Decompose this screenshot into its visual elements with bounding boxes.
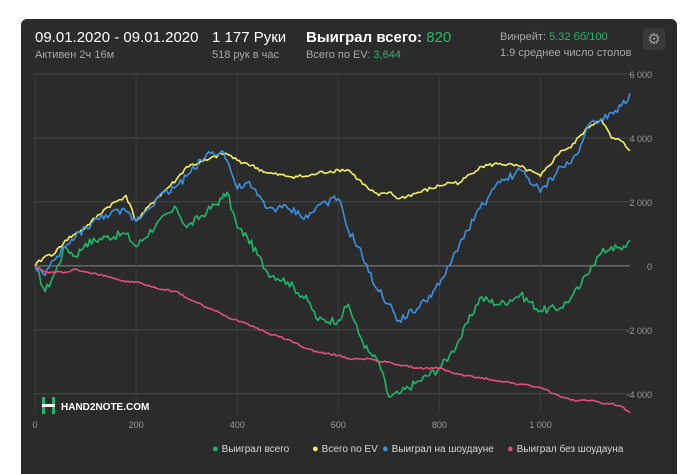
logo-bar-mid [42,404,55,407]
winrate-label: Винрейт: [500,31,547,43]
series-showdown-line [34,92,631,324]
hands-count: 1 177 Руки [212,29,287,46]
x-tick-label: 1 000 [529,420,552,429]
avg-tables: 1.9 среднее число столов [500,47,632,59]
date-block: 09.01.2020 - 09.01.2020 Активен 2ч 16м [35,29,198,61]
won-total-label: Выиграл всего: [306,29,423,46]
y-tick-label: 2 000 [629,198,652,208]
x-tick-label: 800 [432,420,447,429]
y-tick-label: 4 000 [629,134,652,144]
won-block: Выиграл всего: 820 Всего по EV: 3,644 [306,29,451,61]
winrate-value: 5.32 бб/100 [549,31,608,43]
won-total-value: 820 [426,29,452,46]
legend-item-won-total[interactable]: ● Выиграл всего [212,443,289,455]
line-chart: -4 000 -2 000 0 2 000 4 000 6 000 0 200 400 600 8… [32,70,652,429]
winrate-block: Винрейт: 5.32 бб/100 1.9 среднее число с… [500,31,632,59]
settings-gear-icon[interactable]: ⚙ [643,28,665,50]
graph-panel: 09.01.2020 - 09.01.2020 Активен 2ч 16м 1… [21,19,677,474]
legend-label-won-total: Выиграл всего [221,444,290,455]
x-tick-label: 600 [331,420,346,429]
active-time: Активен 2ч 16м [35,49,115,61]
series-won-total-line [34,191,631,398]
y-tick-label: -4 000 [626,390,652,400]
hand2note-logo: HAND2NOTE.COM [42,397,149,414]
series-non-showdown-line [34,265,631,414]
legend-label-ev: Всего по EV [321,444,378,455]
ev-total-value: 3,644 [373,49,401,61]
x-tick-label: 200 [129,420,144,429]
legend-dot-won-total: ● [212,443,219,455]
y-tick-label: 6 000 [629,70,652,80]
watermark-text: HAND2NOTE.COM [61,402,149,413]
legend-label-non-showdown: Выиграл без шоудауна [516,444,624,455]
x-tick-label: 0 [32,420,37,429]
legend-item-non-showdown[interactable]: ● Выиграл без шоудауна [507,443,623,455]
legend-dot-ev: ● [312,443,319,455]
date-range: 09.01.2020 - 09.01.2020 [35,29,199,46]
ev-total-label: Всего по EV: [306,49,371,61]
y-tick-label: -2 000 [626,326,652,336]
y-tick-label: 0 [647,262,652,272]
legend-dot-non-showdown: ● [507,443,514,455]
legend-item-showdown[interactable]: ● Выиграл на шоудауне [382,443,494,455]
legend-label-showdown: Выиграл на шоудауне [391,444,494,455]
hands-block: 1 177 Руки 518 рук в час [212,29,286,61]
x-tick-label: 400 [230,420,245,429]
legend-dot-showdown: ● [382,443,389,455]
legend-item-ev[interactable]: ● Всего по EV [312,443,378,455]
hands-per-hour: 518 рук в час [212,49,280,61]
